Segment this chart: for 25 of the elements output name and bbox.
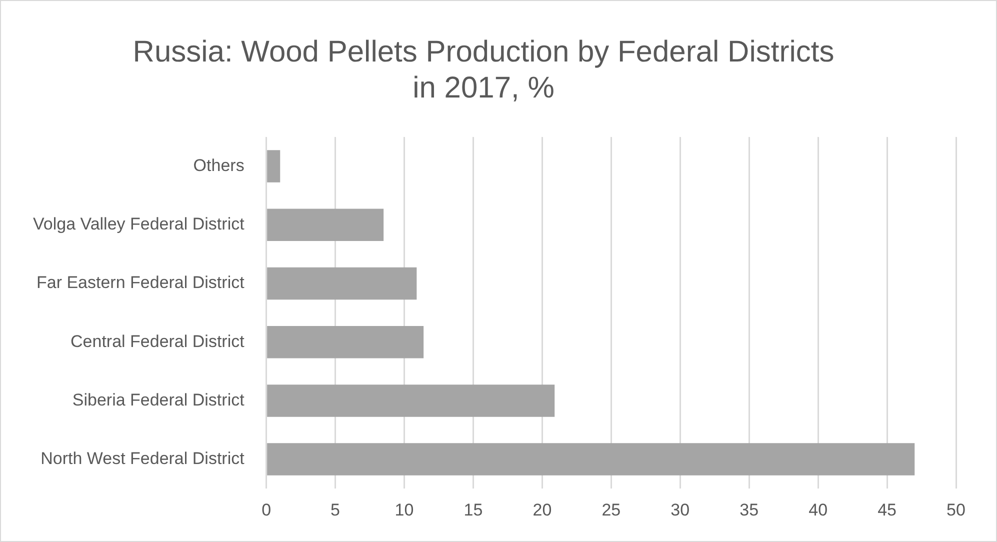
y-tick-label: Central Federal District (70, 332, 245, 351)
x-tick-label: 10 (394, 500, 414, 520)
x-tick-label: 0 (262, 500, 272, 520)
y-tick-label: Others (193, 156, 244, 175)
x-tick-label: 45 (878, 500, 896, 520)
y-tick-label: Siberia Federal District (72, 390, 245, 410)
bar (267, 384, 555, 417)
y-tick-label: Far Eastern Federal District (36, 273, 245, 292)
bar (267, 208, 384, 242)
x-tick-label: 40 (808, 500, 828, 520)
bar (267, 267, 417, 300)
x-tick-label: 30 (670, 500, 690, 520)
bar (267, 443, 915, 476)
text: Russia: Wood Pellets Production by Federal Districts (132, 35, 834, 68)
x-tick-label: 35 (740, 500, 759, 520)
bar (267, 150, 280, 182)
y-tick-label: North West Federal District (40, 448, 245, 468)
x-tick-label: 15 (464, 500, 483, 520)
x-tick-label: 50 (946, 500, 966, 520)
x-tick-label: 5 (330, 500, 340, 520)
x-tick-label: 25 (602, 500, 621, 520)
bar (267, 326, 424, 358)
text: in 2017, % (412, 71, 554, 104)
x-tick-label: 20 (532, 500, 552, 520)
y-tick-label: Volga Valley Federal District (32, 214, 245, 234)
